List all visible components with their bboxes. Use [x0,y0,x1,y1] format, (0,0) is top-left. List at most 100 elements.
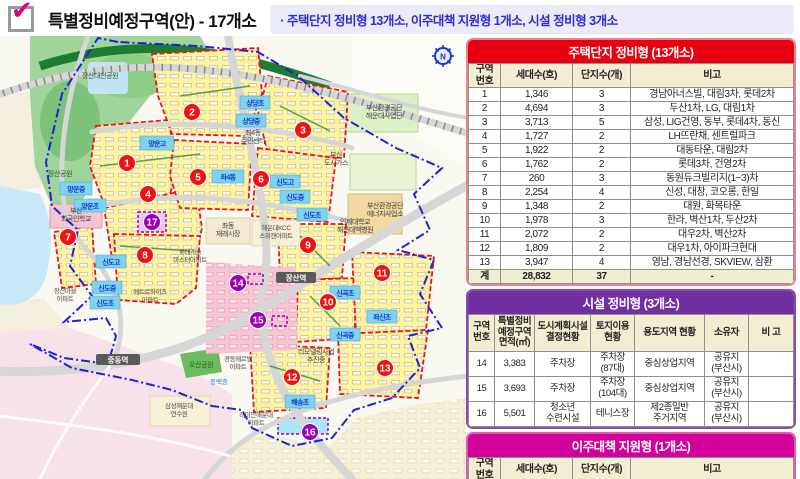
svg-text:12: 12 [286,373,298,384]
table-row: 3 3,713 5 삼성, LIG건영, 동부, 롯데4차, 동신 [468,115,794,130]
school-label: 상당중 [242,117,261,126]
svg-text:외국인학교: 외국인학교 [61,214,92,223]
svg-text:장산공원: 장산공원 [48,169,72,178]
svg-text:아파트: 아파트 [142,295,159,304]
legend-tables: 주택단지 정비형 (13개소) 구역 번호 세대수(호) 단지수(개) 비고 1… [466,36,798,479]
table-row: 7 260 3 동원듀크빌리지(1~3)차 [468,171,794,186]
table-row: 6 1,762 2 롯데3차, 건영2차 [468,157,794,172]
svg-text:5: 5 [195,173,201,184]
svg-text:아파트: 아파트 [248,418,265,427]
svg-text:3: 3 [300,126,306,137]
table-row: 10 1,978 3 한라, 벽산1차, 두산2차 [468,213,794,228]
jungdong-station-label: 중동역 [108,355,129,365]
table-row: 9 1,348 2 대원, 화목타운 [468,199,794,214]
svg-text:래미안해운대: 래미안해운대 [239,410,273,419]
svg-text:삼성해운대: 삼성해운대 [165,401,193,410]
school-label: 좌신초 [373,313,392,322]
svg-text:장산마을: 장산마을 [54,286,77,295]
svg-text:해운대사업단: 해운대사업단 [366,111,403,120]
relocation-table-title: 이주대책 지원형 (1개소) [468,434,794,457]
svg-text:오산공원: 오산공원 [189,360,213,369]
svg-text:10: 10 [322,298,334,309]
railway [0,63,472,138]
housing-table-title: 주택단지 정비형 (13개소) [468,40,794,63]
svg-text:부산환경공단: 부산환경공단 [366,103,403,112]
jangsan-station [276,272,316,283]
table-row: 8 2,254 4 신성, 대창, 코오롱, 한일 [468,185,794,200]
svg-text:추진중: 추진중 [307,355,326,364]
osan-park-area [180,348,222,378]
school-label: 신도중 [98,284,117,293]
jungdong-station [96,354,140,365]
facility-table-title: 시설 정비형 (3개소) [468,291,794,314]
kcc-apartment-block [251,219,301,247]
school-label: 양운고 [148,139,167,148]
checkbox-icon: ✔ [8,0,34,32]
svg-text:2: 2 [189,108,195,119]
svg-text:11: 11 [377,269,388,280]
svg-text:해운대KCC: 해운대KCC [261,223,291,232]
svg-text:부산: 부산 [330,150,343,159]
table-row: 15 3,693 주차장 주차장 (104대) 중심상업지역 공유지 (부산시) [468,376,794,402]
svg-text:1: 1 [124,159,130,170]
schools: 양운고 양운중 양운초 상당초 상당중 좌4동 신도고 신도중 신도초 신도고 … [59,95,398,409]
header-bar: ✔ 특별정비예정구역(안) - 17개소 · 주택단지 정비형 13개소, 이주… [0,0,800,36]
school-label: 양운초 [81,202,100,211]
svg-text:13: 13 [379,364,391,375]
svg-text:16: 16 [304,428,316,439]
svg-text:좌동: 좌동 [222,221,235,230]
svg-text:동백중: 동백중 [210,377,228,386]
svg-text:4: 4 [145,190,151,201]
school-label: 신곡초 [336,289,355,298]
market-block [205,217,251,245]
table-row: 14 3,383 주차장 주차장 (87대) 중심상업지역 공유지 (부산시) [468,351,794,377]
env-corp-block-2 [349,153,417,191]
facility-table-box: 시설 정비형 (3개소) 구역 번호 특별정비 예정구역 면적(㎡) 도시계획시설… [466,289,796,429]
svg-text:아파트: 아파트 [57,294,74,303]
svg-text:아파트: 아파트 [230,362,247,371]
zoning-map-svg: 중동역 장산역 양운고 양운중 양운초 상당초 상당중 좌4동 신도고 신도중 … [0,32,475,479]
relocation-header-row: 구역 번호 세대수(호) 단지수(개) 비고 [468,457,794,479]
svg-text:롯데캐슬: 롯데캐슬 [179,247,202,256]
svg-text:에너지사업소: 에너지사업소 [367,209,404,218]
table-row: 16 5,501 청소년 수련시설 테니스장 제2종일반 주거지역 공유지 (부산시) [468,401,794,427]
svg-text:15: 15 [252,316,264,327]
school-label: 해송초 [291,398,310,407]
svg-text:8: 8 [142,251,148,262]
greenways [99,85,341,382]
svg-text:N: N [440,53,446,62]
parking-lot-15 [271,315,288,327]
school-label: 신도초 [96,299,115,308]
map-labels: 장산대천공원 장산공원 좌4동 주민센터 부산 도시가스 부산환경공단 해운대사… [48,71,405,427]
svg-text:부산: 부산 [70,206,83,215]
table-row: 2 4,694 3 두산1차, LG, 대림1차 [468,101,794,116]
svg-text:주민센터: 주민센터 [241,136,265,145]
parking-lot-14 [247,273,264,285]
compass-icon: N [432,45,454,67]
zoning-map: 중동역 장산역 양운고 양운중 양운초 상당초 상당중 좌4동 신도고 신도중 … [0,32,475,479]
school-label: 신도고 [102,258,121,267]
facility-header-row: 구역 번호 특별정비 예정구역 면적(㎡) 도시계획시설 결정현황 토지이용 현황 … [468,314,794,352]
zone-5 [169,139,253,211]
school-label: 신곡중 [336,331,355,340]
svg-text:좌4동: 좌4동 [245,128,262,137]
svg-text:메트로하이츠: 메트로하이츠 [133,287,167,296]
housing-table: 구역 번호 세대수(호) 단지수(개) 비고 1 1,346 3 경남아너스빌, 대림… [468,63,794,284]
school-label: 신도중 [286,193,305,202]
zone-markers: 1 2 3 4 5 6 7 8 9 10 11 12 13 14 15 16 1… [59,103,394,441]
svg-text:부산환경공단: 부산환경공단 [367,201,404,210]
svg-text:스위첸아파트: 스위첸아파트 [259,231,293,240]
svg-text:도시가스: 도시가스 [324,158,349,167]
svg-text:인제대학교: 인제대학교 [340,217,371,226]
table-row: 12 1,809 2 대우1차, 아이파크현대 [468,241,794,256]
school-label: 신도초 [303,211,322,220]
school-label: 좌4동 [221,173,237,182]
svg-text:장산대천공원: 장산대천공원 [82,71,118,80]
school-label: 신도고 [276,178,295,187]
svg-text:마스터아파트: 마스터아파트 [173,255,207,264]
table-row: 5 1,922 2 대동타운, 대림2차 [468,143,794,158]
svg-text:14: 14 [232,279,244,290]
